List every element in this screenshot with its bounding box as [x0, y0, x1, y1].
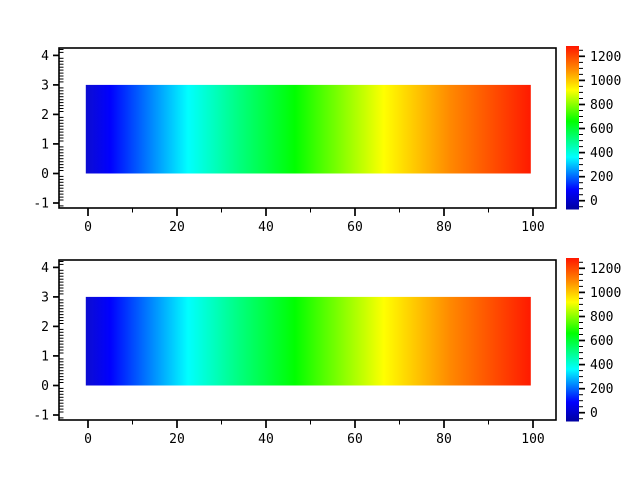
- y-tick-label: -1: [33, 409, 49, 424]
- colorbar-tick-label: 600: [590, 122, 613, 137]
- y-tick-label: 0: [41, 379, 49, 394]
- x-tick-label: 40: [258, 220, 274, 235]
- x-minor-ticks: [132, 208, 489, 213]
- y-tick-label: 3: [41, 290, 49, 305]
- y-tick-label: 2: [41, 320, 49, 335]
- y-major-ticks: 4 3 2 1 0 -1: [33, 261, 59, 424]
- colorbar-tick-label: 1000: [590, 286, 621, 301]
- colorbar-minor-ticks: [579, 261, 583, 420]
- y-tick-label: -1: [33, 197, 49, 212]
- axes-frame: [58, 259, 557, 421]
- y-tick-label: 3: [41, 78, 49, 93]
- colorbar-minor-ticks: [579, 49, 583, 208]
- colorbar-major-ticks: 0 200 400 600 800 1000 1200: [579, 262, 621, 421]
- colorbar-tick-label: 800: [590, 98, 613, 113]
- colorbar-major-ticks: 0 200 400 600 800 1000 1200: [579, 50, 621, 209]
- colorbar-gradient: [566, 46, 579, 210]
- y-major-ticks: 4 3 2 1 0 -1: [33, 49, 59, 212]
- y-tick-label: 0: [41, 167, 49, 182]
- colorbar-tick-label: 400: [590, 146, 613, 161]
- x-major-ticks: 0 20 40 60 80 100: [84, 420, 545, 447]
- colorbar: 0 200 400 600 800 1000 1200: [566, 258, 621, 422]
- x-tick-label: 0: [84, 220, 92, 235]
- x-tick-label: 100: [521, 432, 544, 447]
- x-tick-label: 80: [436, 220, 452, 235]
- ramp-image: [85, 296, 531, 386]
- colorbar-tick-label: 200: [590, 382, 613, 397]
- colorbar-tick-label: 0: [590, 194, 598, 209]
- colorbar-tick-label: 1200: [590, 50, 621, 65]
- x-tick-label: 100: [521, 220, 544, 235]
- x-tick-label: 80: [436, 432, 452, 447]
- colorbar-gradient: [566, 258, 579, 422]
- y-minor-ticks: [59, 49, 64, 207]
- y-tick-label: 4: [41, 49, 49, 64]
- x-minor-ticks: [132, 420, 489, 425]
- colorbar-tick-label: 800: [590, 310, 613, 325]
- colorbar-tick-label: 1200: [590, 262, 621, 277]
- y-tick-label: 1: [41, 349, 49, 364]
- x-tick-label: 40: [258, 432, 274, 447]
- colorbar-tick-label: 0: [590, 406, 598, 421]
- x-tick-label: 60: [347, 432, 363, 447]
- ramp-image: [85, 84, 531, 174]
- axes-frame: [58, 47, 557, 209]
- x-tick-label: 20: [169, 432, 185, 447]
- x-tick-label: 60: [347, 220, 363, 235]
- colorbar-tick-label: 200: [590, 170, 613, 185]
- x-tick-label: 0: [84, 432, 92, 447]
- colorbar-tick-label: 400: [590, 358, 613, 373]
- y-tick-label: 2: [41, 108, 49, 123]
- x-major-ticks: 0 20 40 60 80 100: [84, 208, 545, 235]
- y-tick-label: 1: [41, 137, 49, 152]
- y-tick-label: 4: [41, 261, 49, 276]
- x-tick-label: 20: [169, 220, 185, 235]
- colorbar-tick-label: 600: [590, 334, 613, 349]
- colorbar-tick-label: 1000: [590, 74, 621, 89]
- colorbar: 0 200 400 600 800 1000 1200: [566, 46, 621, 210]
- y-minor-ticks: [59, 261, 64, 419]
